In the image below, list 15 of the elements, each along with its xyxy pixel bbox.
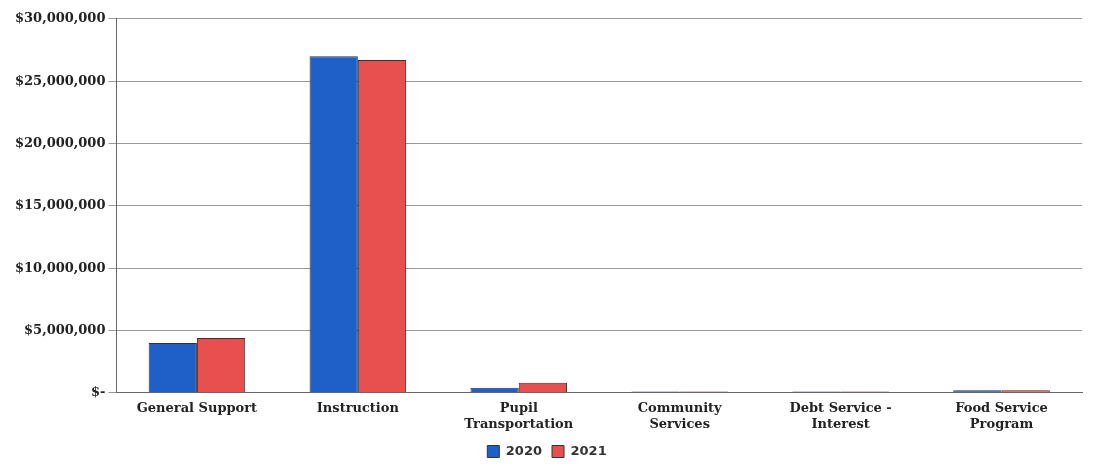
legend-label: 2021 <box>570 442 607 458</box>
x-tick-label: Instruction <box>316 399 400 415</box>
y-tick-label: $15,000,000 <box>14 197 106 213</box>
y-tick-label: $25,000,000 <box>14 72 106 88</box>
x-tick-label: Debt Service - Interest <box>789 399 892 431</box>
x-tick-label: Pupil Transportation <box>464 399 574 431</box>
y-tick-label: $20,000,000 <box>14 134 106 150</box>
y-tick-label: $- <box>91 384 106 400</box>
legend-label: 2020 <box>505 442 543 458</box>
y-tick-label: $10,000,000 <box>14 259 106 275</box>
y-tick-label: $5,000,000 <box>24 321 106 337</box>
x-tick-label: Community Services <box>637 399 723 431</box>
x-tick-label: General Support <box>136 399 258 415</box>
x-tick-label: Food Service Program <box>955 399 1048 431</box>
y-tick-label: $30,000,000 <box>14 10 106 26</box>
